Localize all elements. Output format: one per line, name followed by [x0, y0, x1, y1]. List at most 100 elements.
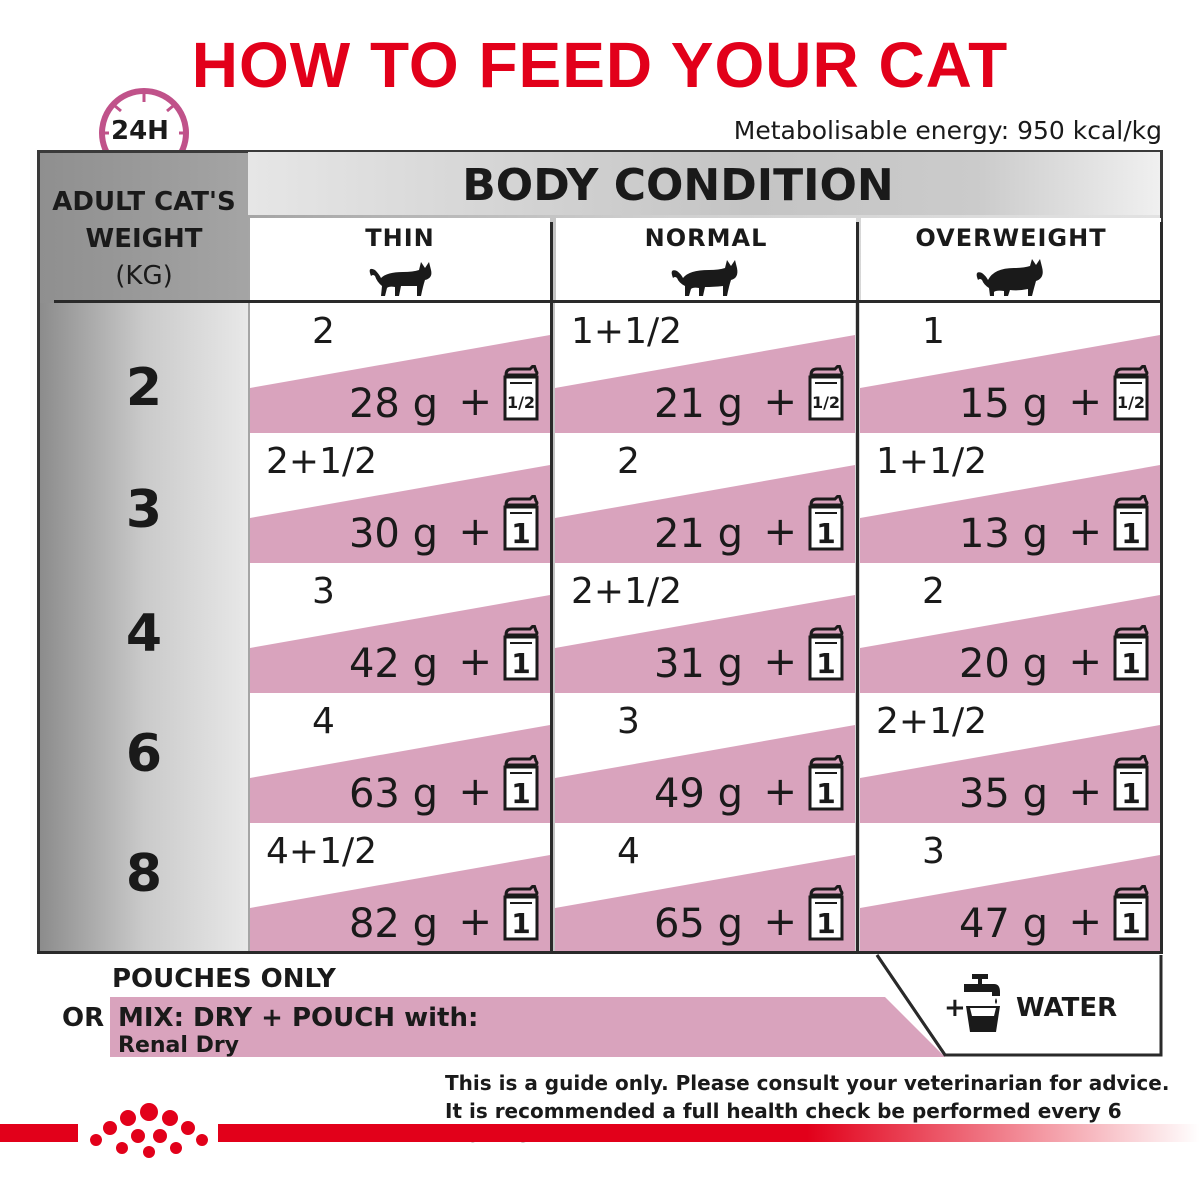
weight-label: 8 — [125, 844, 163, 904]
tap-icon — [964, 974, 1000, 1032]
disclaimer-line: This is a guide only. Please consult you… — [445, 1071, 1170, 1095]
pouch-amount: 1 — [511, 647, 530, 680]
pouch-amount: 1 — [816, 517, 835, 550]
column-label: THIN — [365, 224, 435, 252]
table-bottom-rule — [37, 951, 1163, 954]
pouch-count: 4 — [312, 701, 335, 742]
cell-shading — [860, 725, 1160, 823]
pouch-icon: 1 — [1113, 495, 1149, 551]
feeding-cell: 1+1/2 13 g +1 — [860, 433, 1160, 563]
pouch-count: 3 — [312, 571, 335, 612]
pouch-count: 4 — [617, 831, 640, 872]
pouch-amount: 1 — [511, 777, 530, 810]
cell-shading — [555, 595, 855, 693]
feeding-cell: 2+1/2 35 g +1 — [860, 693, 1160, 823]
cell-shading — [555, 465, 855, 563]
feeding-cell: 3 47 g +1 — [860, 823, 1160, 953]
plus-sign: + — [763, 769, 797, 815]
feeding-cell: 2 21 g +1 — [555, 433, 855, 563]
feeding-cell: 3 49 g +1 — [555, 693, 855, 823]
pouch-icon: 1 — [503, 885, 539, 941]
pouch-amount: 1 — [1121, 777, 1140, 810]
feeding-cell: 4 65 g +1 — [555, 823, 855, 953]
cell-shading — [250, 335, 550, 433]
dry-grams: 15 g — [958, 381, 1048, 427]
cell-shading — [555, 335, 855, 433]
feeding-cell: 4 63 g +1 — [250, 693, 550, 823]
pouch-icon: 1/2 — [808, 365, 844, 421]
pouch-amount: 1 — [511, 517, 530, 550]
cat-icon — [976, 259, 1043, 296]
page-title: HOW TO FEED YOUR CAT — [191, 29, 1009, 101]
water-box — [875, 954, 1163, 1057]
mix-band — [110, 997, 945, 1057]
pouch-amount: 1 — [816, 907, 835, 940]
plus-sign: + — [458, 899, 492, 945]
cell-shading — [250, 855, 550, 953]
dry-grams: 13 g — [958, 511, 1048, 557]
column-label: NORMAL — [644, 224, 768, 252]
pouch-amount: 1 — [1121, 907, 1140, 940]
feeding-cell: 4+1/2 82 g +1 — [250, 823, 550, 953]
plus-sign: + — [1068, 899, 1102, 945]
pouch-amount: 1 — [1121, 517, 1140, 550]
body-condition-band — [248, 152, 1160, 215]
weight-label: 6 — [125, 724, 163, 784]
pouch-amount: 1 — [816, 647, 835, 680]
pouch-count: 2+1/2 — [266, 441, 378, 482]
pouch-icon: 1 — [1113, 625, 1149, 681]
water-plus: + — [944, 993, 966, 1023]
clock-label: 24H — [111, 116, 169, 146]
mix-product: Renal Dry — [118, 1033, 240, 1058]
dry-grams: 20 g — [958, 641, 1048, 687]
dry-grams: 35 g — [958, 771, 1048, 817]
plus-sign: + — [1068, 379, 1102, 425]
plus-sign: + — [458, 639, 492, 685]
weight-label: 3 — [125, 480, 163, 540]
pouch-icon: 1 — [1113, 755, 1149, 811]
pouch-icon: 1 — [808, 885, 844, 941]
pouch-count: 4+1/2 — [266, 831, 378, 872]
cat-icon — [671, 260, 738, 296]
pouch-amount: 1/2 — [507, 393, 535, 412]
dry-grams: 42 g — [348, 641, 438, 687]
column-header-thin: THIN — [250, 218, 550, 303]
body-condition-title: BODY CONDITION — [462, 160, 894, 211]
weight-column — [40, 303, 248, 951]
pouch-icon: 1 — [808, 755, 844, 811]
cat-icon — [369, 262, 432, 296]
plus-sign: + — [763, 899, 797, 945]
column-header-overweight: OVERWEIGHT — [861, 218, 1161, 303]
column-header-normal: NORMAL — [556, 218, 856, 303]
feeding-cell: 3 42 g +1 — [250, 563, 550, 693]
cell-shading — [860, 465, 1160, 563]
pouch-amount: 1/2 — [1117, 393, 1145, 412]
dry-grams: 63 g — [348, 771, 438, 817]
plus-sign: + — [1068, 509, 1102, 555]
pouch-icon: 1/2 — [503, 365, 539, 421]
pouch-count: 2+1/2 — [571, 571, 683, 612]
plus-sign: + — [763, 639, 797, 685]
feeding-cell: 2 20 g +1 — [860, 563, 1160, 693]
dry-grams: 21 g — [653, 381, 743, 427]
dry-grams: 49 g — [653, 771, 743, 817]
pouch-amount: 1/2 — [812, 393, 840, 412]
pouch-icon: 1 — [503, 495, 539, 551]
weight-header: ADULT CAT'S WEIGHT (KG) — [40, 184, 248, 295]
pouch-count: 1+1/2 — [876, 441, 988, 482]
column-divider — [550, 222, 553, 951]
plus-sign: + — [458, 509, 492, 555]
pouch-icon: 1/2 — [1113, 365, 1149, 421]
weight-header-line: WEIGHT — [85, 224, 203, 254]
water-label: WATER — [1016, 993, 1118, 1023]
plus-sign: + — [458, 379, 492, 425]
pouch-icon: 1 — [1113, 885, 1149, 941]
cell-shading — [250, 725, 550, 823]
plus-sign: + — [1068, 769, 1102, 815]
pouch-icon: 1 — [808, 625, 844, 681]
cell-shading — [860, 855, 1160, 953]
feeding-cell: 2+1/2 30 g +1 — [250, 433, 550, 563]
metabolisable-energy: Metabolisable energy: 950 kcal/kg — [733, 116, 1162, 145]
pouch-count: 2 — [312, 311, 335, 352]
mix-label: MIX: DRY + POUCH with: — [118, 1003, 479, 1033]
